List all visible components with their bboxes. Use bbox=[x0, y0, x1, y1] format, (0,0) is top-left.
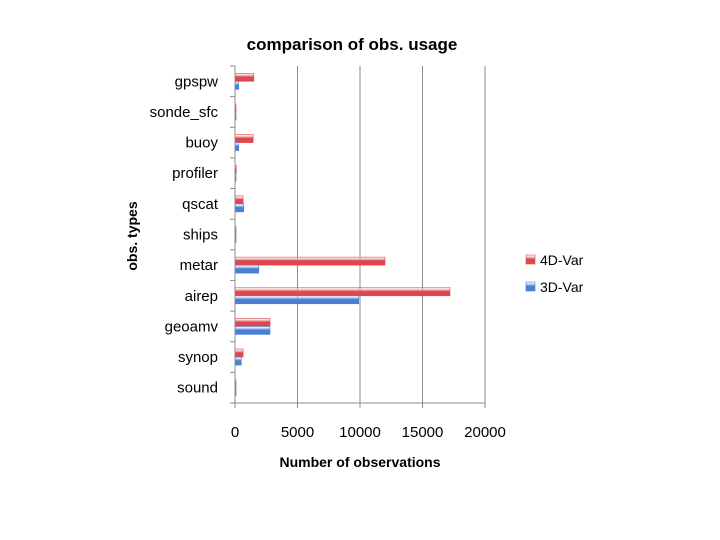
bar-airep-1 bbox=[234, 295, 360, 305]
legend-label-1: 3D-Var bbox=[540, 279, 584, 295]
bar-metar-1 bbox=[234, 264, 260, 274]
x-tick-label: 0 bbox=[231, 424, 239, 441]
bar-geoamv-0 bbox=[234, 318, 271, 327]
bar-qscat-0 bbox=[234, 195, 244, 205]
legend: 4D-Var 3D-Var bbox=[525, 252, 584, 295]
bar-metar-0 bbox=[234, 256, 386, 266]
x-axis-title: Number of observations bbox=[279, 454, 440, 470]
bars bbox=[234, 73, 451, 396]
x-tick-label: 10000 bbox=[339, 424, 381, 441]
y-tick-label: geoamv bbox=[165, 318, 219, 335]
y-tick-label: synop bbox=[178, 349, 218, 366]
gridlines bbox=[297, 66, 486, 403]
bar-buoy-0 bbox=[234, 134, 254, 143]
y-tick-label: profiler bbox=[172, 165, 218, 182]
legend-swatch-1 bbox=[525, 281, 536, 292]
y-axis-title: obs. types bbox=[124, 201, 140, 270]
bar-gpspw-1 bbox=[234, 81, 240, 90]
y-tick-label: buoy bbox=[185, 135, 218, 152]
x-tick-labels: 0 5000 10000 15000 20000 bbox=[231, 403, 506, 441]
legend-swatch-0 bbox=[525, 254, 536, 265]
x-tick-label: 20000 bbox=[464, 424, 506, 441]
chart-title: comparison of obs. usage bbox=[247, 35, 458, 54]
y-tick-label: sound bbox=[177, 380, 218, 397]
bar-geoamv-1 bbox=[234, 326, 271, 335]
y-tick-label: sonde_sfc bbox=[150, 104, 219, 121]
y-tick-label: metar bbox=[180, 257, 218, 274]
legend-label-0: 4D-Var bbox=[540, 252, 584, 268]
bar-airep-0 bbox=[234, 287, 451, 297]
bar-synop-0 bbox=[234, 348, 244, 358]
bar-qscat-1 bbox=[234, 203, 245, 213]
y-tick-label: qscat bbox=[182, 196, 219, 213]
x-tick-label: 5000 bbox=[281, 424, 314, 441]
bar-buoy-1 bbox=[234, 142, 240, 151]
x-tick-label: 15000 bbox=[402, 424, 444, 441]
bar-synop-1 bbox=[234, 356, 242, 366]
y-tick-label: gpspw bbox=[175, 73, 219, 90]
y-tick-label: airep bbox=[185, 288, 218, 305]
bar-gpspw-0 bbox=[234, 73, 255, 82]
y-tick-label: ships bbox=[183, 227, 218, 244]
